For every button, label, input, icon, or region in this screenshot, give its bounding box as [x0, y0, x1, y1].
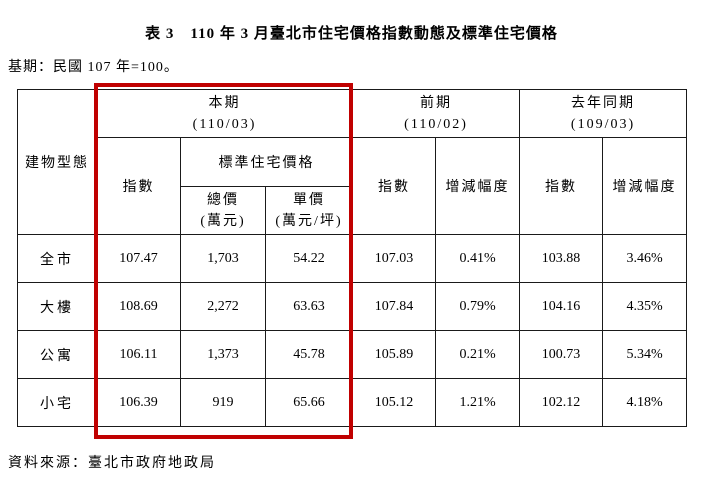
header-total-price: 總價 (萬元) [180, 186, 266, 235]
group-header-last-year: 去年同期 (109/03) [519, 89, 688, 138]
row-label: 小宅 [17, 378, 97, 427]
group-label: 去年同期 [571, 95, 636, 111]
header-unit-price-unit: (萬元/坪) [275, 213, 343, 229]
table-row: 全市 107.47 1,703 54.22 107.03 0.41% 103.8… [17, 234, 688, 283]
cell-last-year-index: 104.16 [519, 282, 604, 331]
cell-total-price: 919 [180, 378, 266, 427]
group-period: (110/03) [192, 116, 257, 132]
header-current-index: 指數 [96, 137, 181, 235]
cell-unit-price: 45.78 [264, 330, 354, 379]
cell-total-price: 2,272 [180, 282, 266, 331]
cell-last-year-change: 4.35% [602, 282, 688, 331]
cell-current-index: 107.47 [96, 234, 181, 283]
cell-last-year-index: 102.12 [519, 378, 604, 427]
header-previous-change: 增減幅度 [435, 137, 521, 235]
row-label: 公寓 [17, 330, 97, 379]
cell-last-year-index: 100.73 [519, 330, 604, 379]
group-label: 前期 [420, 95, 453, 111]
header-last-year-index: 指數 [519, 137, 604, 235]
group-header-previous: 前期 (110/02) [352, 89, 521, 138]
header-unit-price-label: 單價 [293, 192, 325, 208]
cell-current-index: 108.69 [96, 282, 181, 331]
cell-previous-index: 107.03 [352, 234, 437, 283]
cell-unit-price: 63.63 [264, 282, 354, 331]
cell-last-year-change: 5.34% [602, 330, 688, 379]
source-note: 資料來源：臺北市政府地政局 [8, 456, 216, 471]
header-standard-price: 標準住宅價格 [179, 137, 354, 187]
group-label: 本期 [208, 95, 241, 111]
cell-total-price: 1,703 [180, 234, 266, 283]
row-label: 全市 [17, 234, 97, 283]
header-total-price-unit: (萬元) [200, 213, 246, 229]
header-last-year-change: 增減幅度 [602, 137, 688, 235]
cell-last-year-index: 103.88 [519, 234, 604, 283]
cell-last-year-change: 4.18% [602, 378, 688, 427]
price-index-table: 建物型態 本期 (110/03) 前期 (110/02) [17, 89, 688, 427]
group-period: (109/03) [570, 116, 636, 132]
group-period: (110/02) [404, 116, 468, 132]
cell-unit-price: 65.66 [264, 378, 354, 427]
table-row: 大樓 108.69 2,272 63.63 107.84 0.79% 104.1… [17, 282, 688, 331]
report-page: 表 3 110 年 3 月臺北市住宅價格指數動態及標準住宅價格 基期：民國 10… [0, 22, 703, 477]
page-title: 表 3 110 年 3 月臺北市住宅價格指數動態及標準住宅價格 [145, 26, 558, 42]
price-index-table-wrap: 建物型態 本期 (110/03) 前期 (110/02) [17, 83, 688, 439]
cell-previous-index: 105.89 [352, 330, 437, 379]
group-header-current: 本期 (110/03) [95, 89, 354, 138]
header-unit-price: 單價 (萬元/坪) [264, 186, 354, 235]
corner-header: 建物型態 [17, 89, 97, 235]
cell-previous-index: 107.84 [352, 282, 437, 331]
table-row: 公寓 106.11 1,373 45.78 105.89 0.21% 100.7… [17, 330, 688, 379]
cell-previous-change: 0.79% [435, 282, 521, 331]
cell-current-index: 106.11 [96, 330, 181, 379]
header-total-price-label: 總價 [207, 192, 239, 208]
cell-total-price: 1,373 [180, 330, 266, 379]
table-row: 小宅 106.39 919 65.66 105.12 1.21% 102.12 … [17, 378, 688, 427]
cell-previous-change: 0.41% [435, 234, 521, 283]
cell-current-index: 106.39 [96, 378, 181, 427]
base-period-note: 基期：民國 107 年=100。 [8, 60, 179, 75]
cell-previous-change: 1.21% [435, 378, 521, 427]
cell-previous-index: 105.12 [352, 378, 437, 427]
cell-last-year-change: 3.46% [602, 234, 688, 283]
header-previous-index: 指數 [352, 137, 437, 235]
cell-previous-change: 0.21% [435, 330, 521, 379]
cell-unit-price: 54.22 [264, 234, 354, 283]
row-label: 大樓 [17, 282, 97, 331]
